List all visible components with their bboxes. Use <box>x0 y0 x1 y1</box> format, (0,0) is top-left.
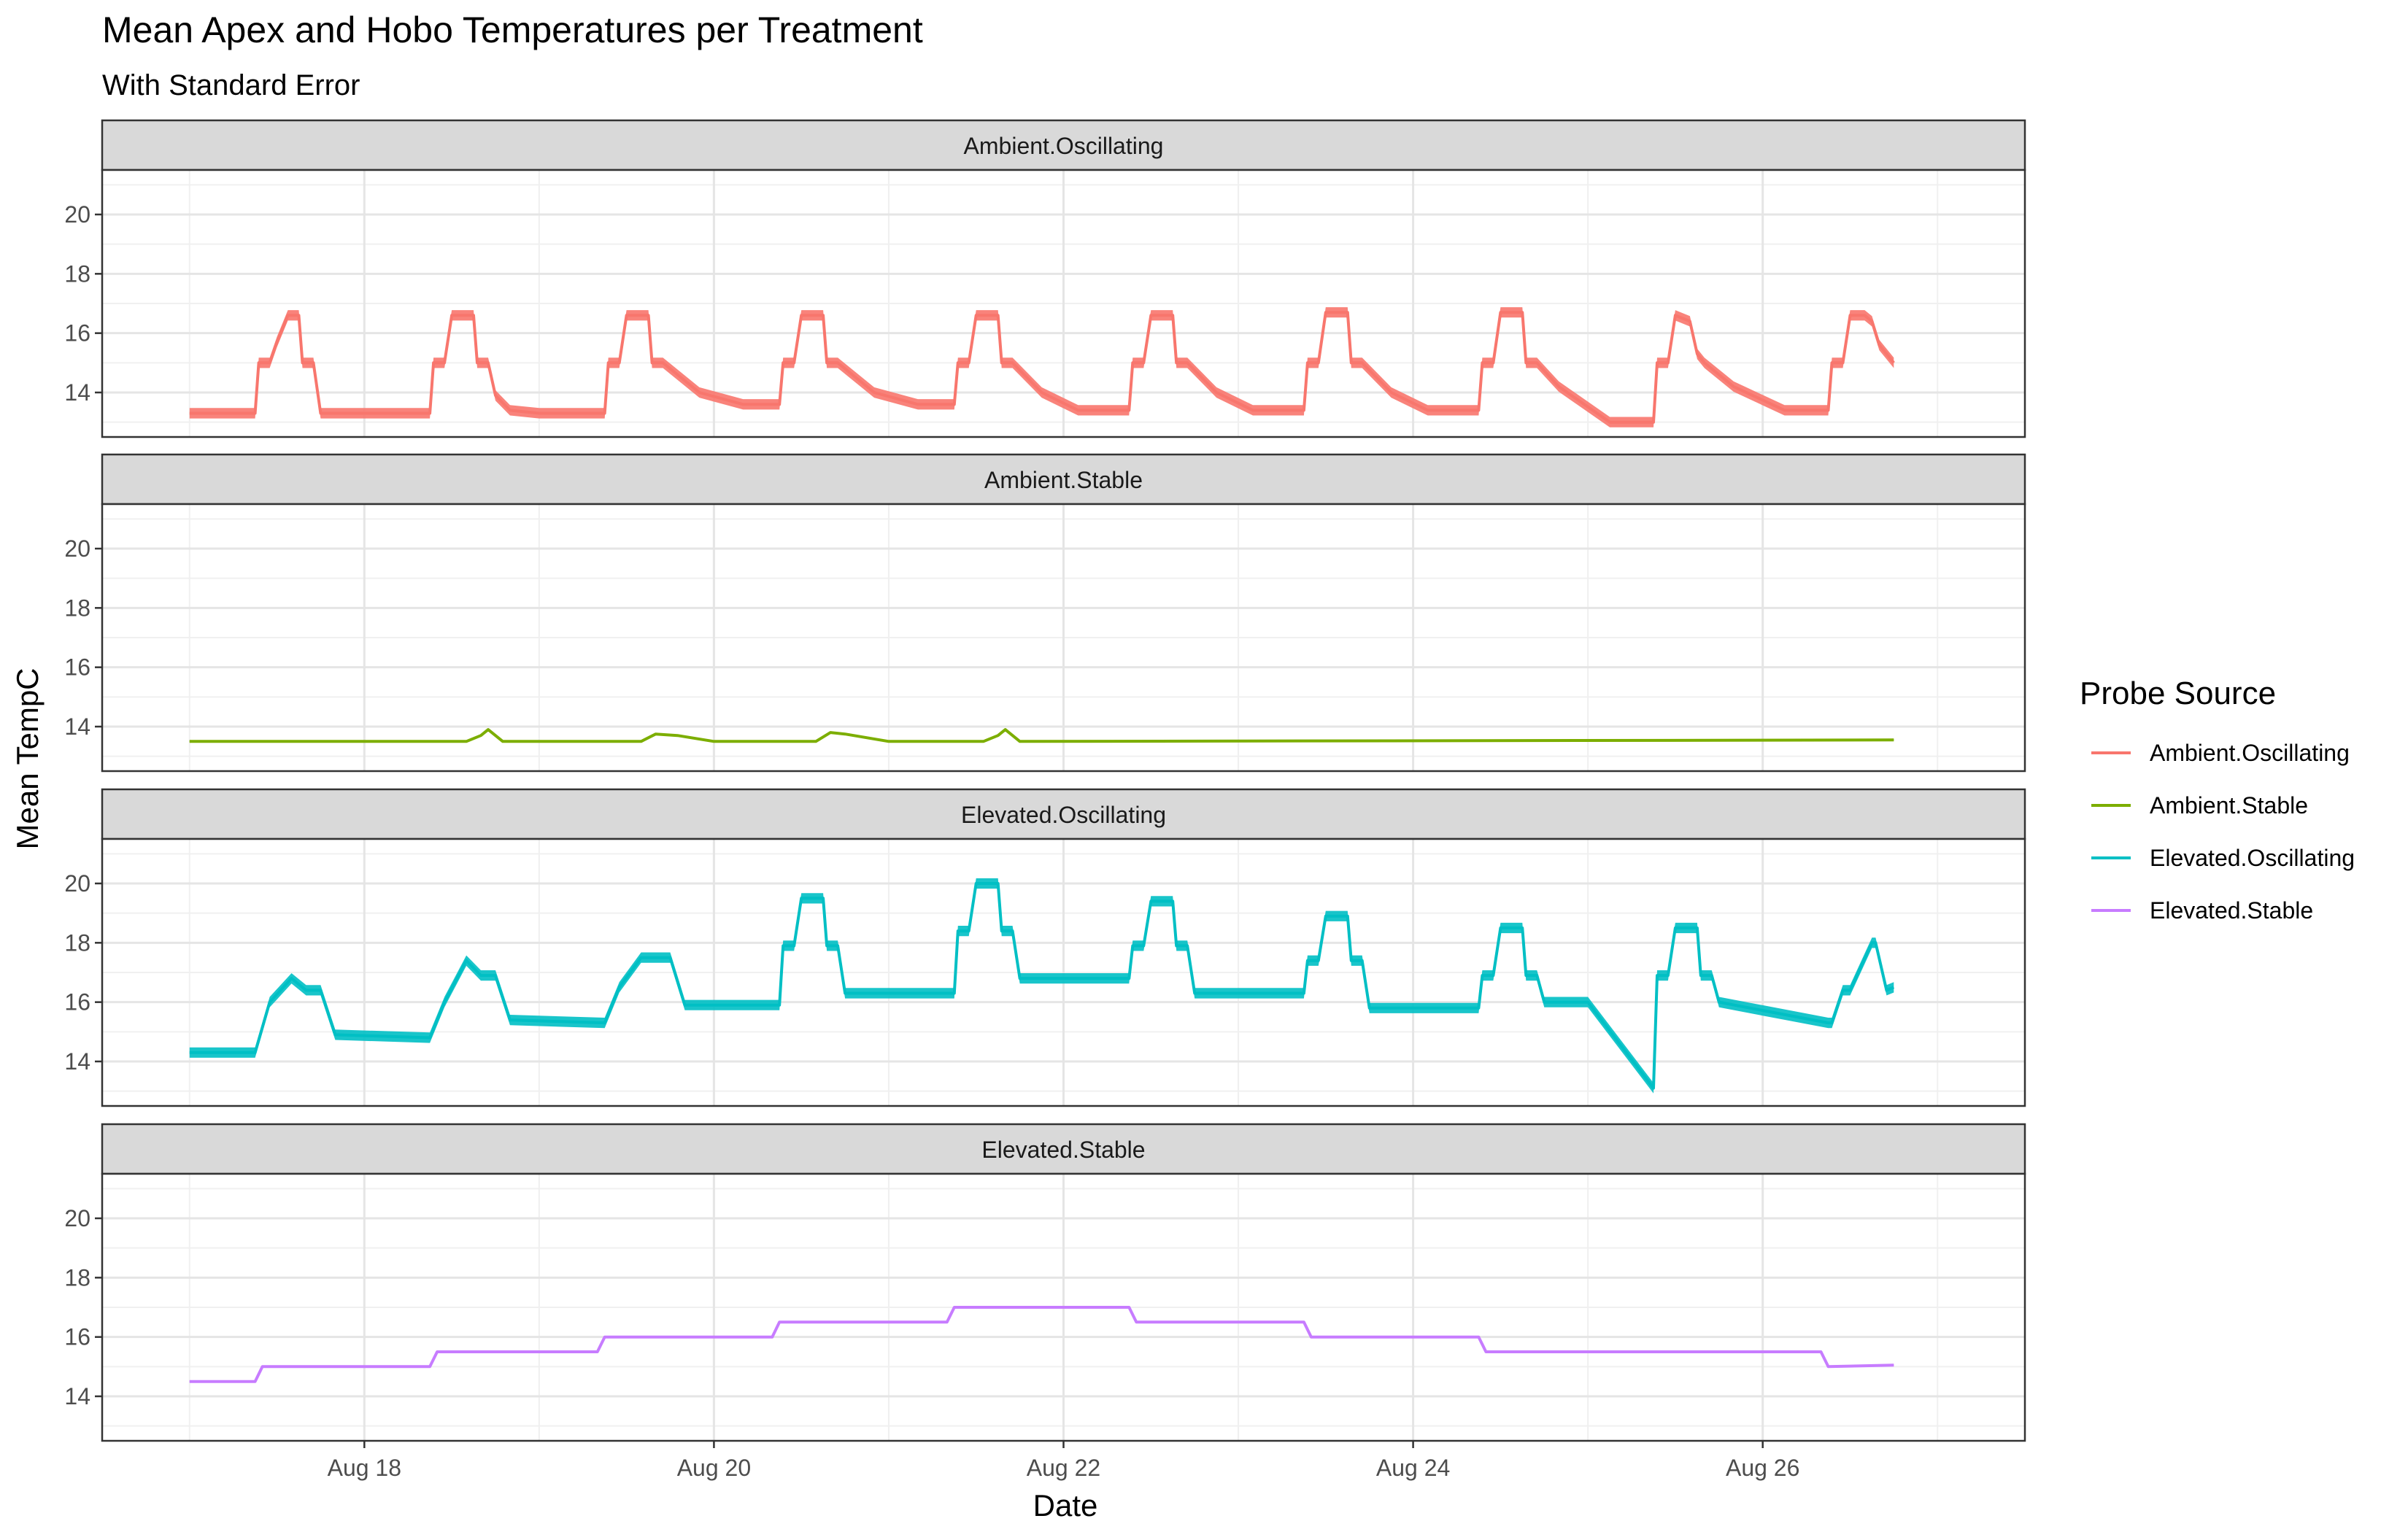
y-tick-label: 18 <box>64 1264 90 1291</box>
legend-label: Ambient.Stable <box>2150 792 2308 819</box>
y-tick-label: 20 <box>64 870 90 897</box>
y-tick-label: 14 <box>64 1048 90 1075</box>
y-tick-label: 18 <box>64 595 90 621</box>
series-line <box>189 1306 1894 1383</box>
x-tick-label: Aug 26 <box>1726 1455 1799 1481</box>
chart-subtitle: With Standard Error <box>102 69 360 101</box>
y-tick-label: 18 <box>64 929 90 956</box>
facet-strip-label: Ambient.Stable <box>984 467 1143 493</box>
panel-border <box>101 503 2026 773</box>
y-tick-label: 18 <box>64 260 90 287</box>
y-tick-label: 14 <box>64 1383 90 1409</box>
x-tick-label: Aug 18 <box>328 1455 401 1481</box>
legend-title: Probe Source <box>2080 676 2276 711</box>
legend: Probe Source Ambient.Oscillating Ambient.… <box>2080 676 2355 924</box>
facet-strip <box>101 1123 2026 1175</box>
facet-panel: Elevated.Stable 14 16 18 20 <box>64 1123 2026 1442</box>
se-ribbon <box>189 307 1894 428</box>
y-tick-label: 16 <box>64 989 90 1015</box>
x-axis: Aug 18 Aug 20 Aug 22 Aug 24 Aug 26 <box>328 1441 1799 1481</box>
y-tick-label: 20 <box>64 1205 90 1231</box>
facet-panels: Ambient.Oscillating14161820Ambient.Stabl… <box>64 119 2026 1442</box>
chart-title: Mean Apex and Hobo Temperatures per Trea… <box>102 9 923 50</box>
series-line <box>189 728 1894 743</box>
x-tick-label: Aug 20 <box>677 1455 751 1481</box>
facet-panel: Ambient.Stable 14 16 18 20 <box>64 453 2026 773</box>
y-tick-label: 20 <box>64 201 90 228</box>
facet-panel: Elevated.Oscillating 14 16 18 20 <box>64 788 2026 1107</box>
panel-grid <box>102 504 2025 771</box>
y-tick-label: 14 <box>64 713 90 740</box>
panel-grid <box>102 170 2025 437</box>
facet-strip-label: Elevated.Stable <box>981 1137 1145 1163</box>
panel-border <box>101 837 2026 1107</box>
x-axis-title: Date <box>1033 1488 1098 1523</box>
y-tick-label: 16 <box>64 1324 90 1350</box>
series-line <box>189 311 1895 424</box>
y-tick-label: 14 <box>64 379 90 406</box>
x-tick-label: Aug 24 <box>1376 1455 1450 1481</box>
legend-label: Ambient.Oscillating <box>2150 740 2350 766</box>
panel-grid <box>102 839 2025 1106</box>
panel-border <box>101 169 2026 438</box>
x-tick-label: Aug 22 <box>1027 1455 1100 1481</box>
facet-strip-label: Elevated.Oscillating <box>961 802 1166 828</box>
y-tick-label: 16 <box>64 654 90 681</box>
y-tick-label: 16 <box>64 320 90 347</box>
facet-strip <box>101 453 2026 506</box>
y-axis-title: Mean TempC <box>10 668 45 849</box>
facet-strip-label: Ambient.Oscillating <box>964 133 1164 159</box>
facet-panel: Ambient.Oscillating 14 16 18 20 <box>64 119 2026 438</box>
series-line <box>189 882 1895 1090</box>
legend-label: Elevated.Oscillating <box>2150 845 2355 871</box>
legend-label: Elevated.Stable <box>2150 897 2313 924</box>
y-tick-label: 20 <box>64 535 90 562</box>
facet-strip <box>101 119 2026 171</box>
